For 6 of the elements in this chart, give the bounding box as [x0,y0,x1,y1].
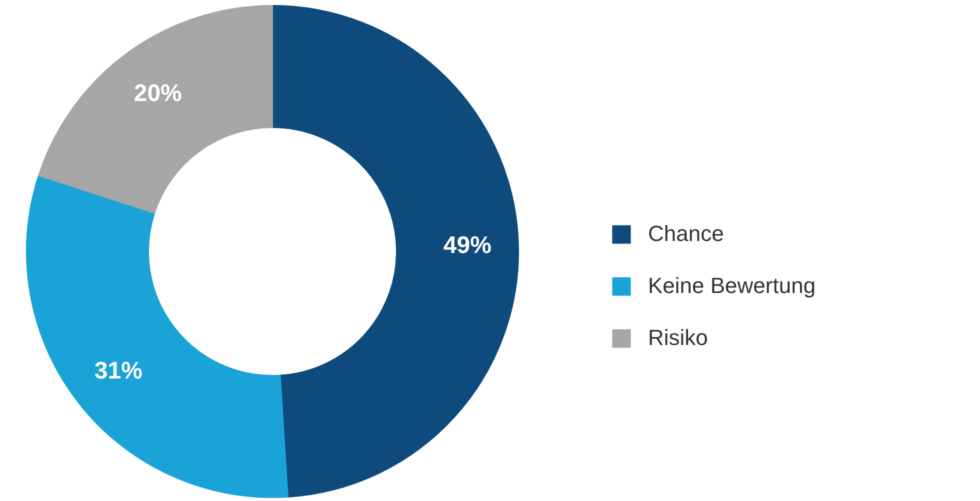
legend-label: Chance [648,221,724,247]
data-label: 20% [134,80,182,108]
legend-label: Risiko [648,325,708,351]
data-label: 31% [94,358,142,385]
legend-label: Keine Bewertung [648,273,816,299]
data-label: 49% [443,232,492,259]
